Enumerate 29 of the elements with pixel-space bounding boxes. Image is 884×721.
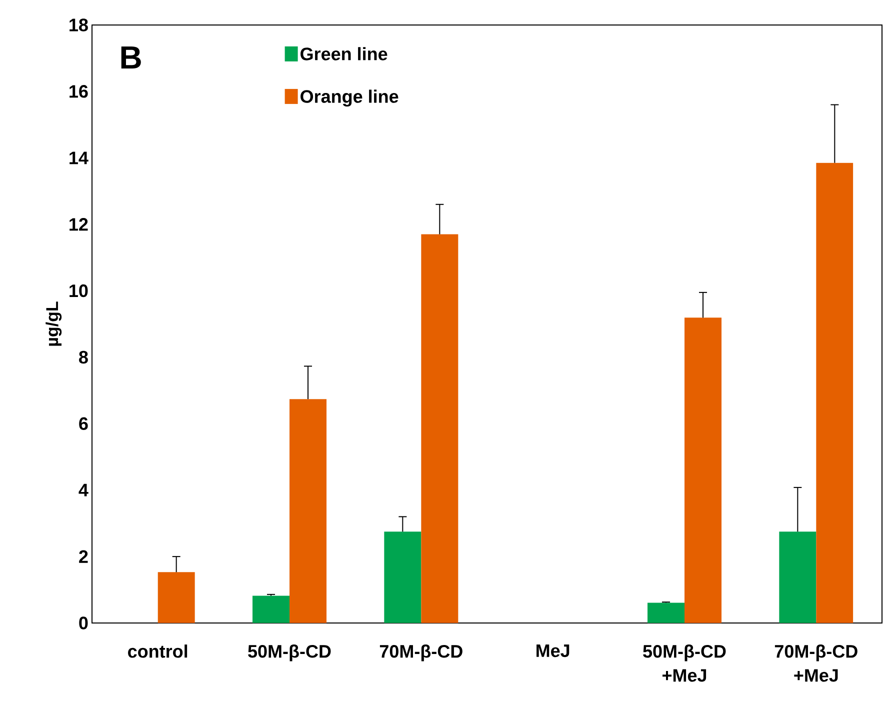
bar [290,399,326,623]
bar [779,532,816,623]
bar [158,572,195,623]
bar [421,234,458,623]
legend-label: Orange line [300,90,398,107]
legend-label: Green line [300,47,388,60]
x-tick-label: 70M-β-CD +MeJ [774,644,858,682]
bar [816,162,854,623]
x-tick-label: 50M-β-CD +MeJ [643,644,726,682]
y-tick-label: 12 [70,218,88,231]
x-tick-label: MeJ [536,644,570,658]
y-tick-label: 4 [78,484,88,496]
y-tick-label: 18 [70,18,88,32]
y-tick-label: 10 [70,284,88,298]
bar [384,532,422,623]
y-axis-title: µg/gL [46,302,62,346]
y-tick-label: 2 [79,550,88,563]
x-tick-label: control [128,644,188,658]
bar [648,602,685,623]
bar [252,596,290,623]
y-tick-label: 16 [70,85,88,98]
annotation: B [121,46,141,68]
y-tick-label: 6 [79,417,88,430]
x-tick-label: 50M-β-CD [248,644,331,662]
x-tick-label: 70M-β-CD [380,644,462,662]
bar [684,318,722,623]
y-tick-label: 8 [79,350,88,364]
y-tick-label: 0 [79,616,88,630]
y-tick-label: 14 [70,152,88,164]
